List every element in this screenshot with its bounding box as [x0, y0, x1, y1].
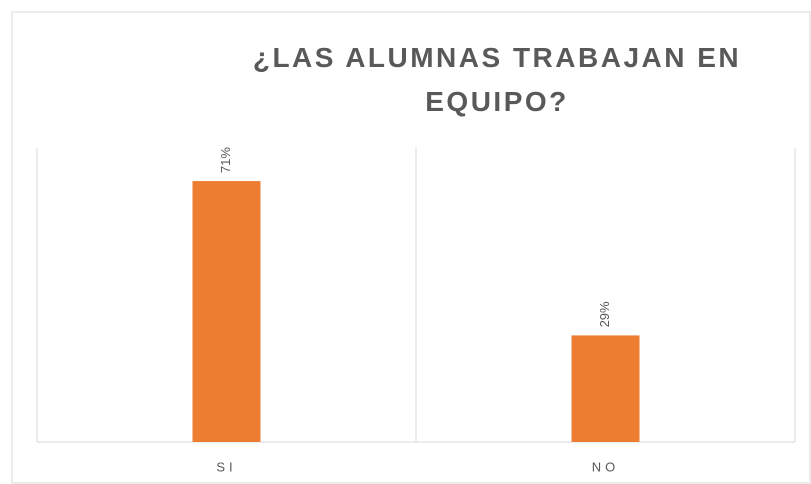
bar — [192, 181, 261, 442]
chart-border — [11, 11, 811, 484]
data-label: 29% — [597, 301, 612, 327]
bar — [571, 335, 640, 442]
x-tick-label: NO — [592, 459, 620, 474]
x-tick-label: SI — [216, 459, 236, 474]
data-label: 71% — [218, 147, 233, 173]
chart-title: ¿LAS ALUMNAS TRABAJAN EN EQUIPO? — [252, 42, 742, 117]
